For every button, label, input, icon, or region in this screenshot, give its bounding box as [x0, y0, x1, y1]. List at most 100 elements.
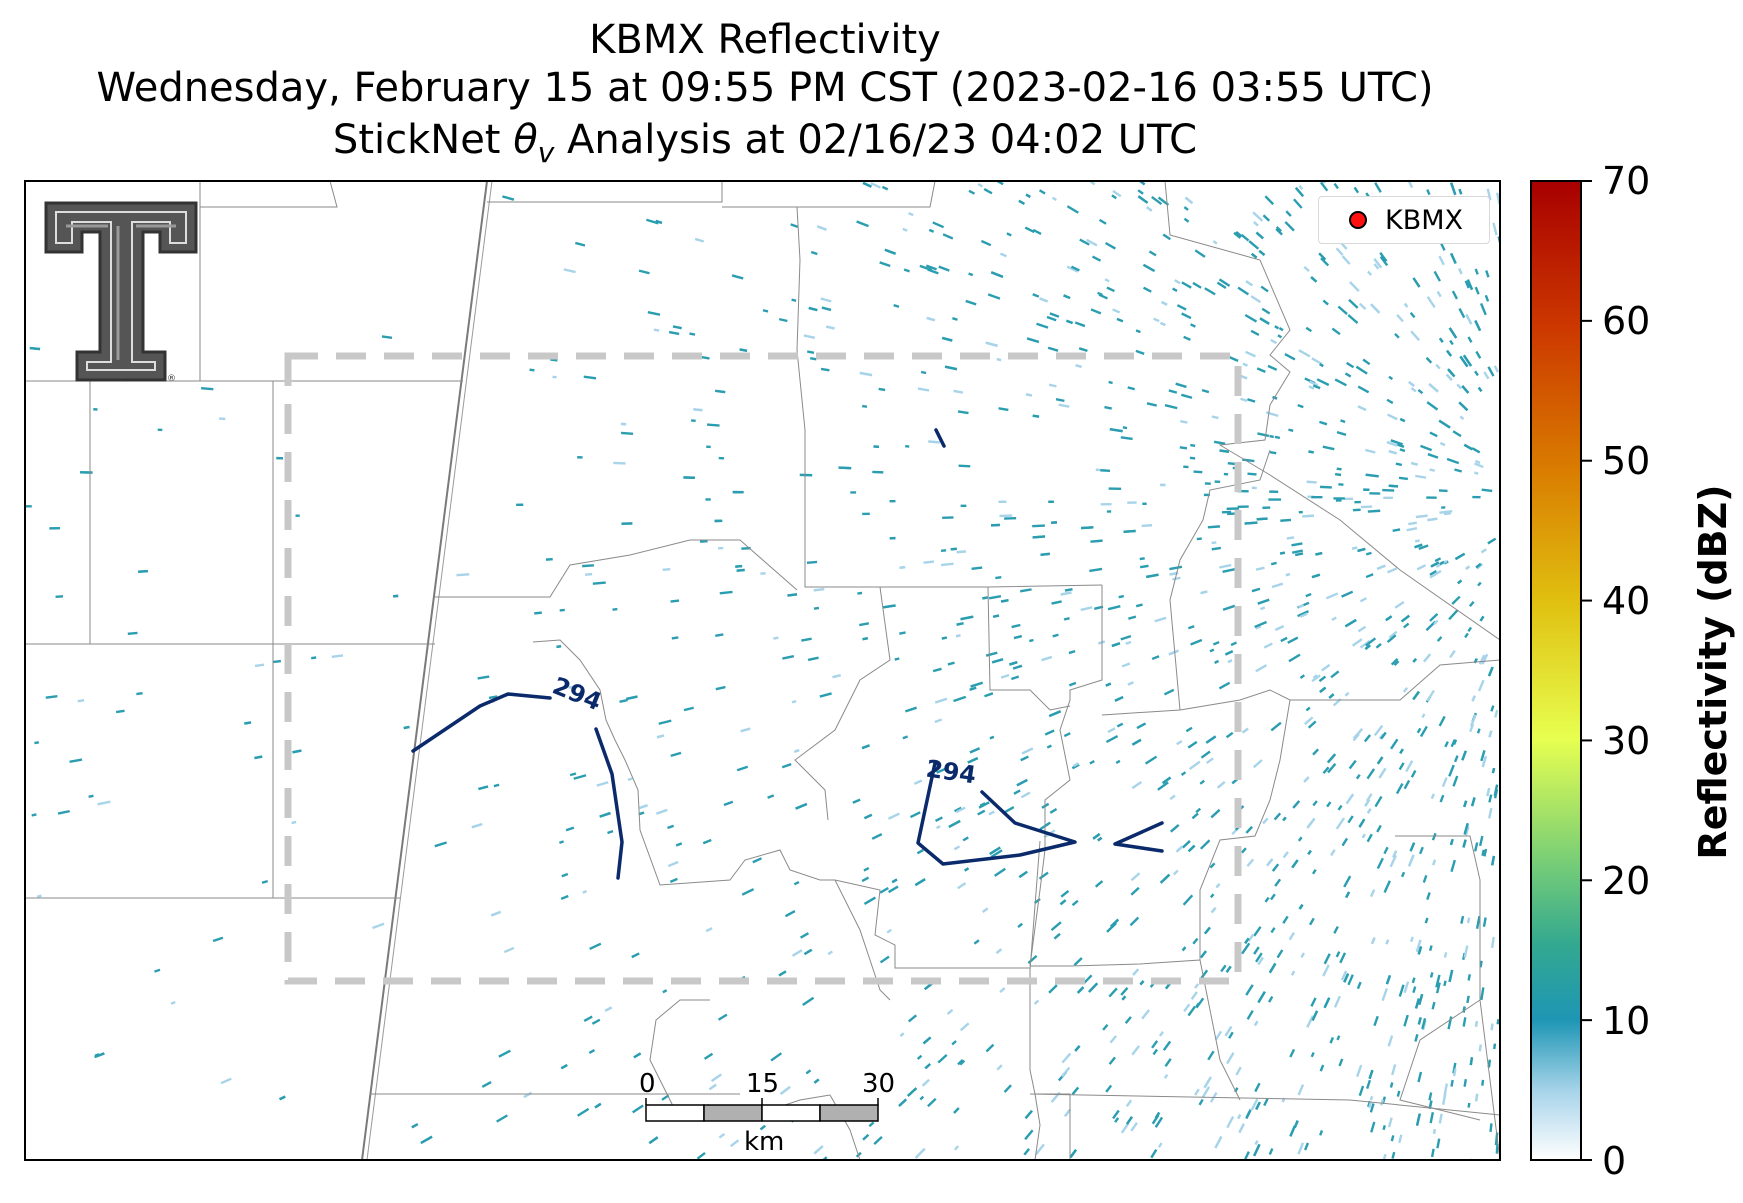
echo-gate	[1148, 250, 1157, 257]
echo-gate	[80, 471, 93, 474]
echo-gate	[1417, 1017, 1422, 1025]
echo-gate	[1358, 302, 1367, 311]
echo-gate	[1492, 222, 1498, 236]
echo-gate	[1011, 623, 1021, 629]
echo-gate	[1255, 566, 1265, 571]
echo-gate	[1108, 1056, 1116, 1065]
echo-gate	[1063, 732, 1071, 738]
state-boundary	[361, 181, 488, 1160]
echo-gate	[690, 419, 696, 423]
echo-gate	[850, 491, 857, 494]
echo-gate	[1367, 270, 1373, 276]
echo-gate	[852, 798, 861, 804]
echo-gate	[881, 185, 889, 191]
echo-gate	[1237, 505, 1249, 509]
echo-gate	[1322, 766, 1330, 774]
echo-gate	[1436, 636, 1443, 642]
echo-gate	[584, 572, 593, 576]
echo-gate	[1013, 634, 1022, 640]
echo-gate	[1245, 984, 1254, 996]
echo-gate	[1238, 1123, 1245, 1134]
echo-gate	[1418, 544, 1429, 551]
echo-gate	[985, 1043, 995, 1053]
echo-gate	[996, 1064, 1003, 1071]
echo-gate	[1398, 1134, 1403, 1144]
echo-gate	[1136, 722, 1147, 730]
echo-gate	[1475, 562, 1482, 569]
echo-gate	[1158, 1031, 1164, 1037]
echo-gate	[1097, 836, 1103, 842]
echo-gate	[1460, 915, 1465, 924]
echo-gate	[1464, 280, 1470, 289]
echo-gate	[970, 681, 984, 688]
echo-gate	[1477, 581, 1482, 587]
echo-gate	[1319, 363, 1324, 368]
echo-gate	[959, 1059, 966, 1066]
echo-gate	[1426, 189, 1431, 196]
echo-gate	[689, 332, 696, 336]
echo-gate	[1112, 189, 1122, 198]
echo-gate	[902, 227, 908, 232]
echo-gate	[1293, 198, 1303, 209]
echo-gate	[1484, 294, 1490, 302]
echo-gate	[1252, 220, 1259, 227]
echo-gate	[29, 346, 41, 351]
echo-gate	[1463, 823, 1469, 835]
echo-gate	[886, 928, 893, 934]
echo-gate	[953, 1107, 960, 1114]
echo-gate	[503, 946, 515, 954]
echo-gate	[1159, 873, 1171, 884]
echo-gate	[1032, 535, 1046, 539]
echo-gate	[992, 614, 1000, 618]
echo-gate	[1100, 469, 1111, 473]
echo-gate	[1407, 854, 1415, 867]
echo-gate	[1121, 995, 1127, 1001]
echo-gate	[1392, 528, 1401, 533]
echo-gate	[1343, 973, 1350, 983]
echo-gate	[863, 866, 870, 872]
contour-294-north-fragment	[934, 428, 946, 448]
echo-gate	[1190, 638, 1203, 646]
echo-gate	[953, 695, 967, 703]
echo-gate	[1388, 375, 1394, 381]
echo-gate	[1263, 1098, 1269, 1107]
echo-gate	[1322, 964, 1330, 977]
echo-gate	[1187, 625, 1195, 630]
echo-gate	[1194, 1088, 1200, 1096]
echo-gate	[1396, 1090, 1401, 1097]
echo-gate	[965, 299, 977, 306]
echo-gate	[1288, 428, 1294, 432]
echo-gate	[1270, 561, 1277, 566]
echo-gate	[863, 813, 873, 820]
echo-gate	[1466, 279, 1474, 291]
echo-gate	[582, 564, 594, 568]
colorbar-tick-40: 40	[1602, 579, 1651, 623]
echo-gate	[862, 1133, 870, 1141]
echo-gate	[575, 241, 586, 247]
echo-gate	[1026, 337, 1040, 344]
echo-gate	[1151, 195, 1163, 206]
echo-gate	[1051, 600, 1062, 605]
echo-gate	[34, 741, 40, 745]
echo-gate	[1383, 846, 1389, 855]
echo-gate	[620, 431, 634, 436]
echo-gate	[1139, 557, 1145, 561]
echo-gate	[887, 812, 900, 820]
echo-gate	[1182, 894, 1194, 906]
echo-gate	[1427, 517, 1438, 522]
echo-gate	[1487, 537, 1497, 545]
echo-gate	[1481, 755, 1487, 768]
echo-gate	[1465, 313, 1473, 325]
echo-gate	[1213, 440, 1226, 445]
echo-gate	[1139, 564, 1149, 569]
echo-gate	[889, 536, 896, 540]
echo-gate	[1198, 1098, 1204, 1106]
echo-gate	[1319, 181, 1329, 192]
echo-gate	[979, 802, 986, 807]
echo-gate	[1310, 276, 1318, 283]
echo-gate	[916, 848, 924, 855]
echo-gate	[655, 808, 668, 815]
echo-gate	[1276, 949, 1284, 959]
echo-gate	[889, 499, 896, 503]
echo-gate	[1429, 570, 1437, 576]
